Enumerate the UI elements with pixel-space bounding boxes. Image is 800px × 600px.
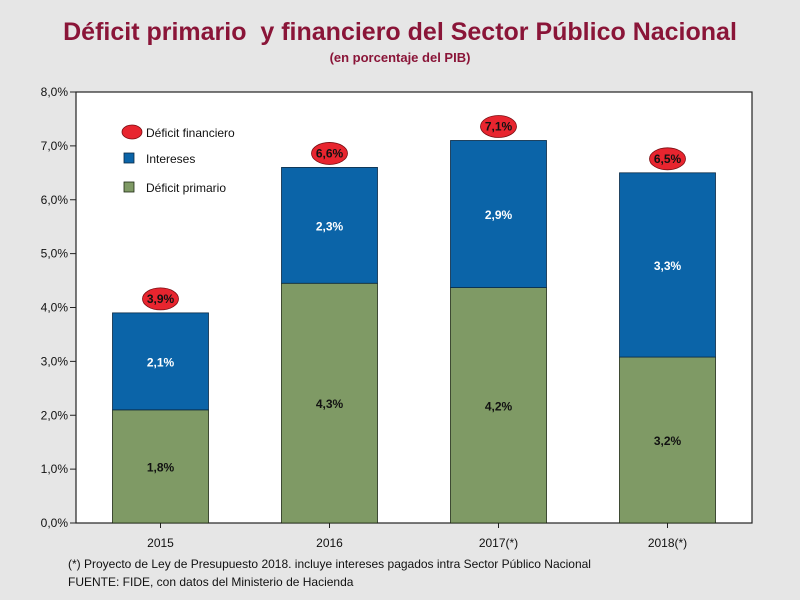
- y-tick-label: 5,0%: [41, 247, 69, 261]
- bar-label-primario: 4,2%: [485, 399, 513, 413]
- legend-label-financiero: Déficit financiero: [146, 126, 235, 140]
- bar-label-primario: 1,8%: [147, 460, 175, 474]
- total-badge: [311, 142, 348, 165]
- bar-intereses: [281, 167, 378, 284]
- y-tick-label: 0,0%: [41, 516, 69, 530]
- legend-marker-intereses: [123, 152, 135, 164]
- bar-label-intereses: 2,9%: [485, 208, 513, 222]
- x-tick-label: 2016: [316, 536, 343, 550]
- y-tick-label: 6,0%: [41, 193, 69, 207]
- bar-label-primario: 3,2%: [654, 434, 682, 448]
- total-label: 6,5%: [654, 152, 682, 166]
- bar-intereses: [112, 312, 209, 411]
- bar-label-intereses: 2,3%: [316, 219, 344, 233]
- chart-title: Déficit primario y financiero del Sector…: [63, 18, 737, 46]
- x-tick-label: 2015: [147, 536, 174, 550]
- total-badge: [142, 287, 179, 311]
- y-tick-label: 1,0%: [41, 462, 69, 476]
- bar-label-intereses: 2,1%: [147, 355, 175, 369]
- source-note: FUENTE: FIDE, con datos del Ministerio d…: [68, 575, 354, 589]
- footnote: (*) Proyecto de Ley de Presupuesto 2018.…: [68, 557, 591, 571]
- chart-subtitle: (en porcentaje del PIB): [329, 50, 471, 65]
- y-tick-label: 7,0%: [41, 139, 69, 153]
- y-tick-label: 2,0%: [41, 408, 69, 422]
- legend-marker-financiero: [121, 124, 143, 140]
- total-badge: [649, 147, 686, 171]
- total-label: 7,1%: [485, 119, 513, 133]
- y-tick-label: 4,0%: [41, 301, 69, 315]
- y-tick-label: 3,0%: [41, 354, 69, 368]
- bar-label-primario: 4,3%: [316, 397, 344, 411]
- x-tick-label: 2017(*): [479, 536, 518, 550]
- bar-deficit-primario: [450, 287, 547, 524]
- total-label: 6,6%: [316, 146, 344, 160]
- x-tick-label: 2018(*): [648, 536, 687, 550]
- bar-intereses: [450, 140, 547, 288]
- total-label: 3,9%: [147, 292, 175, 306]
- legend-label-intereses: Intereses: [146, 152, 195, 166]
- legend-label-primario: Déficit primario: [146, 181, 226, 195]
- total-badge: [480, 115, 517, 138]
- legend-marker-primario: [123, 181, 135, 193]
- chart: 0,0% 1,0% 2,0% 3,0% 4,0% 5,0% 6,0% 7,0% 8,0% 2015…: [41, 85, 753, 550]
- y-tick-label: 8,0%: [41, 85, 69, 99]
- bar-deficit-primario: [281, 282, 378, 524]
- bar-intereses: [619, 172, 716, 358]
- bar-deficit-primario: [112, 409, 209, 524]
- bar-label-intereses: 3,3%: [654, 259, 682, 273]
- bar-deficit-primario: [619, 356, 716, 524]
